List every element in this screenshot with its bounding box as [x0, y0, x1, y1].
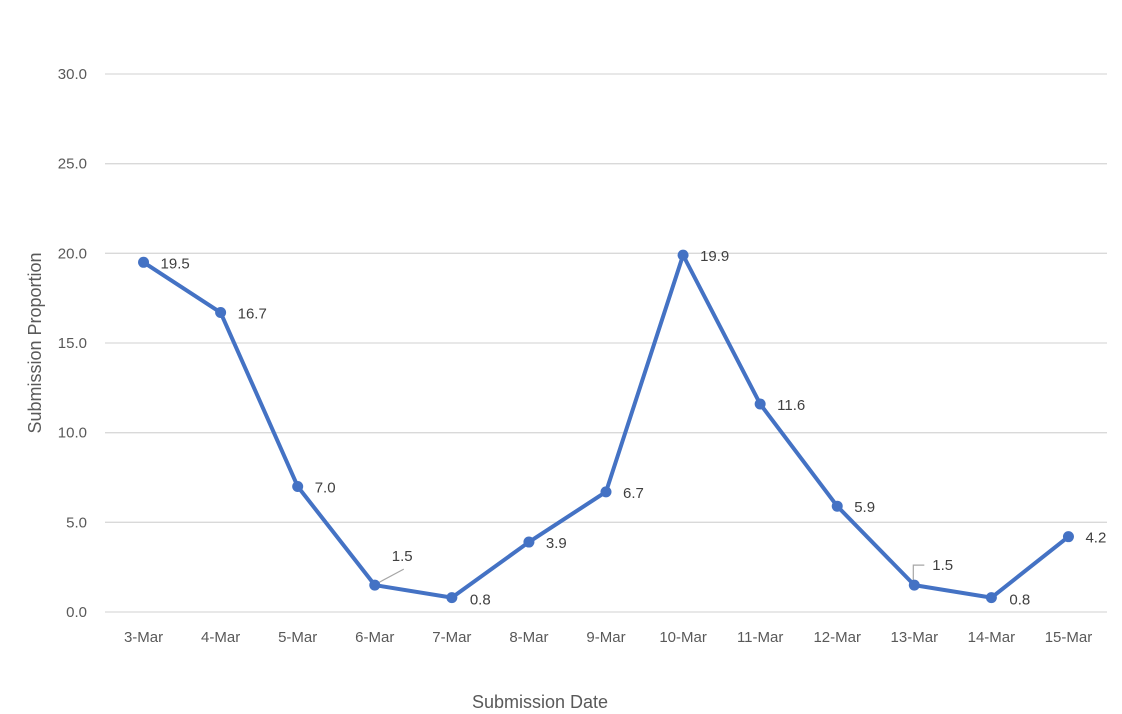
data-label: 11.6: [777, 397, 805, 414]
x-tick-label: 7-Mar: [432, 629, 471, 646]
data-point: [138, 256, 150, 268]
data-point: [523, 536, 535, 548]
data-label: 1.5: [392, 548, 413, 565]
data-label: 1.5: [932, 557, 953, 574]
data-label: 7.0: [315, 479, 336, 496]
y-tick-label: 30.0: [58, 66, 87, 83]
data-label: 5.9: [854, 499, 875, 516]
data-point: [215, 307, 227, 319]
data-point: [831, 500, 843, 512]
x-tick-label: 10-Mar: [659, 629, 707, 646]
data-point: [600, 486, 612, 498]
leader-line: [912, 564, 925, 582]
y-tick-label: 5.0: [66, 514, 87, 531]
data-point: [446, 592, 458, 604]
data-point: [908, 579, 920, 591]
data-label: 0.8: [470, 592, 491, 609]
data-label: 4.2: [1085, 530, 1106, 547]
x-tick-label: 3-Mar: [124, 629, 163, 646]
gridlines: [105, 73, 1107, 613]
data-labels: 19.5 16.7 7.0 1.5 0.8 3.9 6.7 19.9 11.6 5.9 1.5 0.8…: [161, 248, 1107, 609]
data-point: [1062, 531, 1074, 543]
x-tick-label: 5-Mar: [278, 629, 317, 646]
data-point: [369, 579, 381, 591]
y-tick-label: 15.0: [58, 335, 87, 352]
y-axis-title: Submission Proportion: [25, 252, 45, 433]
x-tick-label: 8-Mar: [509, 629, 548, 646]
x-tick-label: 9-Mar: [586, 629, 625, 646]
x-axis-title: Submission Date: [472, 692, 608, 712]
data-point: [985, 592, 997, 604]
x-axis-ticks: 3-Mar 4-Mar 5-Mar 6-Mar 7-Mar 8-Mar 9-Mar 10-Ma…: [124, 629, 1092, 646]
data-label: 0.8: [1009, 592, 1030, 609]
y-tick-label: 10.0: [58, 425, 87, 442]
data-label: 16.7: [238, 306, 267, 323]
x-tick-label: 4-Mar: [201, 629, 240, 646]
x-tick-label: 13-Mar: [891, 629, 939, 646]
data-label: 19.9: [700, 248, 729, 265]
x-tick-label: 15-Mar: [1045, 629, 1093, 646]
data-label: 6.7: [623, 485, 644, 502]
y-tick-label: 20.0: [58, 245, 87, 262]
y-tick-label: 0.0: [66, 604, 87, 621]
series-line: [141, 253, 1071, 600]
x-tick-label: 11-Mar: [737, 629, 783, 646]
series-group: [138, 249, 1074, 604]
y-axis-ticks: 0.0 5.0 10.0 15.0 20.0 25.0 30.0: [58, 66, 87, 621]
data-point: [292, 480, 304, 492]
data-label: 19.5: [161, 255, 190, 272]
data-label: 3.9: [546, 535, 567, 552]
leader-lines: [377, 564, 925, 584]
y-tick-label: 25.0: [58, 156, 87, 173]
leader-line: [377, 568, 405, 584]
x-tick-label: 12-Mar: [813, 629, 861, 646]
data-point: [677, 249, 689, 261]
data-point: [754, 398, 766, 410]
x-tick-label: 14-Mar: [968, 629, 1016, 646]
x-tick-label: 6-Mar: [355, 629, 394, 646]
